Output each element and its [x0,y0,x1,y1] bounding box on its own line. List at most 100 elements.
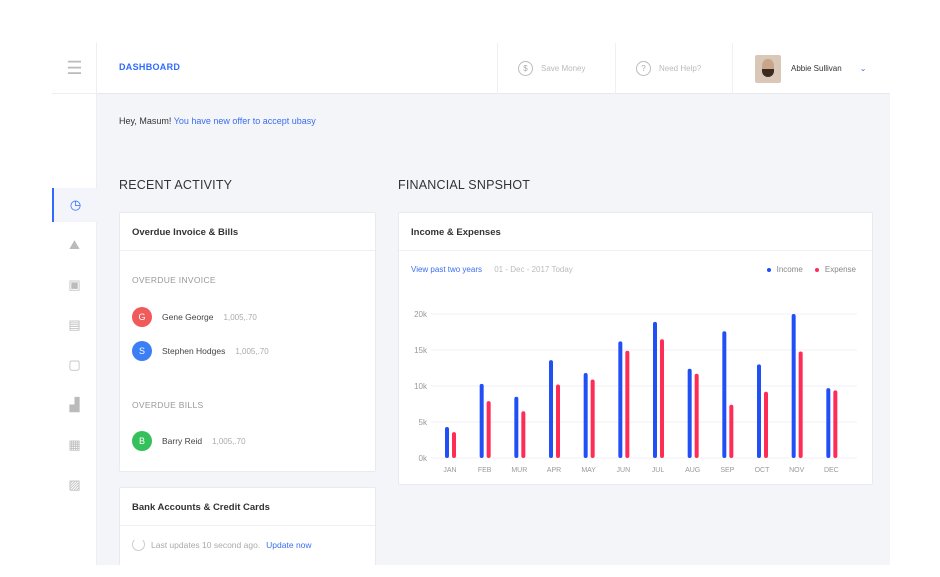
bar-income [791,314,796,458]
user-menu[interactable]: Abbie Sullivan ⌄ [732,43,890,94]
greeting: Hey, Masum! You have new offer to accept… [119,116,316,126]
chart-legend: Income Expense [766,265,856,274]
dollar-icon: $ [518,61,533,76]
list-item[interactable]: S Stephen Hodges 1,005,.70 [132,341,269,361]
document-icon[interactable]: ▤ [68,317,81,332]
avatar: S [132,341,152,361]
x-tick-label: JAN [443,467,456,474]
avatar: G [132,307,152,327]
bar-income [826,388,831,458]
list-item[interactable]: G Gene George 1,005,.70 [132,307,257,327]
need-help-label: Need Help? [659,64,702,73]
list-item[interactable]: B Barry Reid 1,005,.70 [132,431,246,451]
x-tick-label: FEB [478,467,492,474]
growth-icon[interactable]: ▟ [69,397,80,412]
update-now-link[interactable]: Update now [266,539,312,550]
bar-expense [764,391,768,458]
refresh-icon [132,538,145,551]
bar-income [687,368,692,458]
x-tick-label: OCT [755,467,771,474]
x-tick-label: DEC [824,467,839,474]
x-tick-label: MUR [511,467,527,474]
bar-expense [729,404,734,458]
bar-expense [833,390,838,458]
y-tick-label: 5k [419,418,428,427]
legend-expense: Expense [814,265,856,274]
app-frame: ☰ ◷ ⛰ ▣ ▤ ▢ ▟ ▦ ▨ DASHBOARD $ Save Money ? Need H… [52,43,890,565]
calculator-icon[interactable]: ▦ [68,437,81,452]
y-tick-label: 0k [419,454,428,463]
bar-income [653,321,657,458]
bar-income [445,427,449,458]
x-tick-label: MAY [581,467,596,474]
save-money-label: Save Money [541,64,586,73]
bar-income [549,360,553,458]
image-icon[interactable]: ▣ [68,277,81,292]
note-icon[interactable]: ▢ [68,357,81,372]
user-name: Abbie Sullivan [791,64,842,73]
range-row: View past two years 01 - Dec - 2017 Toda… [411,265,573,274]
amount: 1,005,.70 [212,436,246,446]
financial-title: FINANCIAL SNPSHOT [398,178,531,192]
bar-expense [486,401,491,458]
bar-income [479,383,484,458]
bank-card: Bank Accounts & Credit Cards Last update… [119,487,376,565]
person-name: Stephen Hodges [162,346,226,356]
bar-income [583,373,588,458]
cards-icon[interactable]: ▨ [68,477,81,492]
header: DASHBOARD $ Save Money ? Need Help? Abbie … [97,43,890,94]
greeting-text: Hey, Masum! [119,116,172,126]
sidebar: ☰ ◷ ⛰ ▣ ▤ ▢ ▟ ▦ ▨ [52,43,97,565]
bar-expense [798,351,803,458]
legend-income: Income [766,265,803,274]
dashboard-icon[interactable]: ◷ [52,188,97,222]
bar-expense [452,432,456,458]
bar-expense [590,379,595,458]
x-tick-label: JUL [652,467,665,474]
bar-chart: 0k 5k 10k 15k 20k JAN FEB MUR APR MAY JUN JUL AUG SEP… [414,310,857,474]
help-icon: ? [636,61,651,76]
bar-expense [556,384,560,458]
overdue-card-title: Overdue Invoice & Bills [120,213,375,251]
bank-status-text: Last updates 10 second ago. [151,539,261,550]
amount: 1,005,.70 [235,346,269,356]
bar-income [722,331,727,458]
bar-expense [694,373,699,458]
avatar: B [132,431,152,451]
chevron-down-icon[interactable]: ⌄ [859,64,867,73]
amount: 1,005,.70 [223,312,257,322]
bar-income [514,396,519,458]
recent-activity-title: RECENT ACTIVITY [119,178,233,192]
date-range: 01 - Dec - 2017 Today [494,265,573,274]
chart-area-icon[interactable]: ⛰ [69,237,80,252]
person-name: Barry Reid [162,436,203,446]
offer-link[interactable]: You have new offer to accept ubasy [173,116,316,126]
income-card-title: Income & Expenses [399,213,872,251]
bar-income [618,341,623,458]
page-title: DASHBOARD [119,62,181,72]
avatar [755,54,781,83]
bank-card-title: Bank Accounts & Credit Cards [120,488,375,526]
y-tick-label: 20k [414,310,428,319]
bar-expense [521,411,526,458]
x-tick-label: NOV [789,467,805,474]
person-name: Gene George [162,312,214,322]
y-tick-label: 10k [414,382,428,391]
overdue-invoice-label: OVERDUE INVOICE [132,275,216,285]
bar-expense [625,350,630,458]
menu-icon[interactable]: ☰ [52,43,97,94]
save-money-button[interactable]: $ Save Money [497,43,615,94]
overdue-bills-label: OVERDUE BILLS [132,400,204,410]
x-tick-label: APR [547,467,561,474]
bar-expense [660,339,664,458]
view-past-link[interactable]: View past two years [411,265,482,274]
y-tick-label: 15k [414,346,428,355]
x-tick-label: AUG [685,467,700,474]
income-expenses-card: Income & Expenses View past two years 01… [398,212,873,485]
bank-status: Last updates 10 second ago. Update now [132,538,312,551]
need-help-button[interactable]: ? Need Help? [615,43,732,94]
x-tick-label: JUN [617,467,631,474]
bar-income [757,364,761,458]
overdue-card: Overdue Invoice & Bills OVERDUE INVOICE … [119,212,376,472]
x-tick-label: SEP [720,467,734,474]
